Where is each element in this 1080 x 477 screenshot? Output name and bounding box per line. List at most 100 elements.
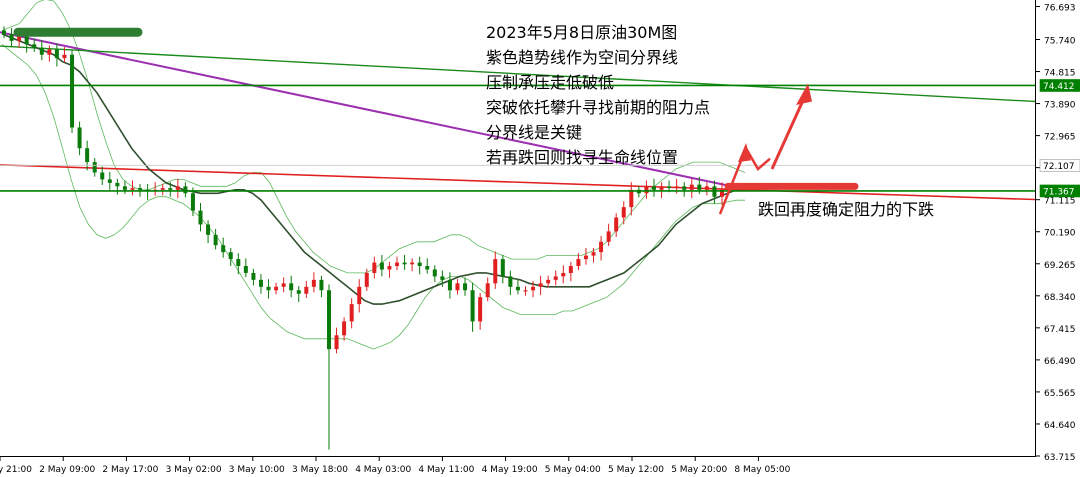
candle-body: [447, 279, 452, 291]
time-tick-label: 1 May 21:00: [0, 465, 32, 475]
time-axis: 1 May 21:00 2 May 09:00 2 May 17:00 3 May 0…: [0, 456, 791, 475]
purple-trend-line: [0, 31, 746, 191]
candle-body: [478, 297, 483, 322]
candle-body: [508, 276, 513, 287]
price-label-text: 74.412: [1043, 82, 1075, 92]
candle-body: [395, 262, 400, 267]
price-labels: 74.412 72.107 71.367: [1039, 79, 1080, 197]
price-tick-label: 74.815: [1044, 69, 1076, 79]
candle-body: [667, 186, 672, 189]
time-tick-label: 3 May 10:00: [229, 465, 285, 475]
candle-body: [500, 259, 505, 277]
candle-body: [92, 162, 97, 173]
candle-body: [387, 266, 392, 270]
price-label-text: 72.107: [1043, 162, 1075, 172]
candle-body: [599, 241, 604, 253]
candle-body: [100, 172, 105, 180]
candle-body: [553, 276, 558, 280]
candle-body: [190, 193, 195, 211]
candle-body: [455, 283, 460, 291]
candle-body: [85, 148, 90, 163]
candle-body: [689, 184, 694, 190]
hand-drawings: [13, 27, 859, 215]
candle-body: [107, 179, 112, 183]
candle-body: [334, 335, 339, 350]
candle-body: [24, 35, 29, 45]
price-tick-label: 66.490: [1044, 357, 1076, 367]
candle-body: [326, 290, 331, 350]
price-label-box: [1039, 159, 1080, 172]
candle-body: [674, 186, 679, 189]
candle-body: [228, 252, 233, 260]
candle-body: [583, 255, 588, 260]
horizontal-levels: [0, 84, 1035, 192]
candle-body: [251, 272, 256, 280]
candle-body: [243, 266, 248, 273]
time-tick-label: 3 May 02:00: [166, 465, 222, 475]
candle-body: [531, 286, 536, 291]
candle-body: [289, 283, 294, 291]
price-tick-label: 69.265: [1044, 261, 1076, 271]
candle-body: [70, 54, 75, 128]
candle-body: [523, 290, 528, 292]
candle-body: [9, 33, 14, 41]
candle-body: [364, 272, 369, 287]
candle-body: [682, 186, 687, 190]
candle-body: [236, 259, 241, 267]
side-note: 跌回再度确定阻力的下跌: [758, 200, 934, 219]
candle-body: [568, 266, 573, 273]
candle-body: [440, 276, 445, 280]
price-tick-label: 64.640: [1044, 421, 1076, 431]
candle-body: [629, 189, 634, 208]
candle-body: [704, 186, 709, 190]
time-tick-label: 2 May 09:00: [39, 465, 95, 475]
candle-body: [206, 224, 211, 235]
price-tick-label: 71.115: [1044, 197, 1076, 207]
candle-body: [311, 279, 316, 287]
candle-body: [47, 49, 52, 55]
annotation-line-2: 压制承压走低破低: [486, 73, 614, 92]
candle-body: [198, 210, 203, 225]
candle-body: [122, 186, 127, 190]
candle-body: [281, 283, 286, 287]
candle-body: [274, 286, 279, 291]
arrow-head: [738, 143, 751, 163]
candle-body: [175, 186, 180, 190]
price-label-box: [1039, 79, 1080, 92]
green-trend-line: [0, 45, 1036, 103]
candle-body: [591, 252, 596, 256]
price-tick-label: 68.340: [1044, 293, 1076, 303]
candle-body: [606, 231, 611, 242]
candle-body: [614, 217, 619, 232]
candle-body: [538, 283, 543, 287]
annotation-line-5: 若再跌回则找寻生命线位置: [486, 148, 678, 167]
time-tick-label: 2 May 17:00: [102, 465, 158, 475]
annotation-line-3: 突破依托攀升寻找前期的阻力点: [486, 98, 710, 117]
candle-body: [379, 262, 384, 270]
candle-body: [221, 245, 226, 253]
annotation-line-1: 紫色趋势线作为空间分界线: [486, 48, 678, 67]
bollinger-lower-line: [1, 43, 745, 350]
candle-body: [546, 279, 551, 284]
candle-body: [515, 286, 520, 291]
price-tick-label: 70.190: [1044, 229, 1076, 239]
candle-body: [342, 321, 347, 336]
time-tick-label: 5 May 12:00: [608, 465, 664, 475]
moving-average-line: [1, 33, 746, 305]
candle-body: [697, 184, 702, 190]
candle-body: [402, 262, 407, 265]
moving-average: [1, 33, 746, 305]
candle-body: [493, 259, 498, 284]
candle-body: [115, 182, 120, 187]
time-tick-label: 4 May 19:00: [482, 465, 538, 475]
candle-body: [659, 186, 664, 190]
candle-body: [183, 186, 188, 194]
candle-body: [470, 290, 475, 322]
candle-body: [372, 262, 377, 273]
candle-body: [160, 188, 165, 190]
candle-body: [720, 189, 724, 197]
price-tick-label: 75.740: [1044, 36, 1076, 46]
candle-body: [304, 286, 309, 294]
